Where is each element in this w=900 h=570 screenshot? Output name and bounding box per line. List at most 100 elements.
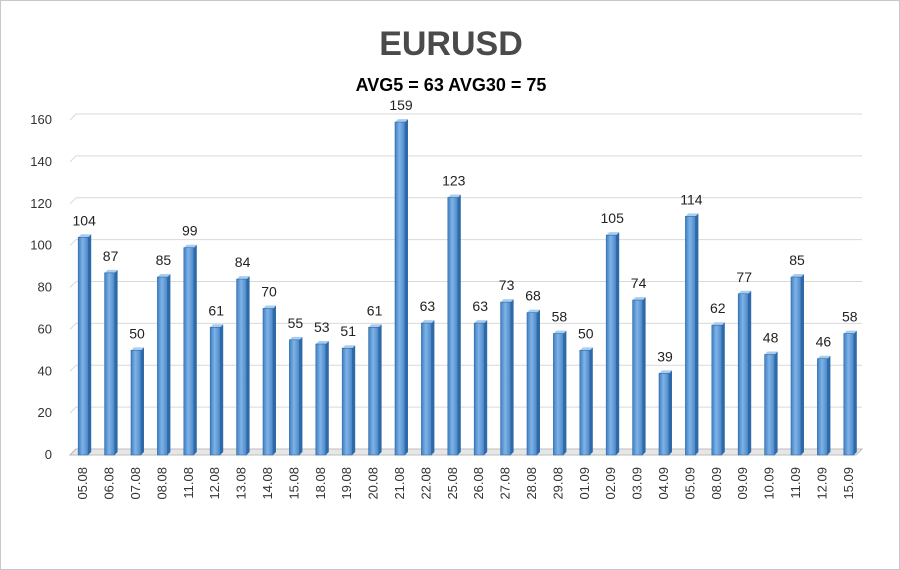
data-label: 123 — [442, 172, 466, 188]
y-tick-label: 60 — [38, 321, 52, 336]
data-label: 58 — [842, 309, 858, 325]
bars — [77, 119, 857, 456]
data-label: 63 — [472, 298, 488, 314]
x-tick-label: 05.08 — [75, 467, 90, 500]
bar — [421, 320, 435, 456]
gridline — [69, 406, 862, 414]
bar — [711, 322, 725, 456]
y-axis: 0 20 40 60 80 100 120 140 160 — [30, 112, 52, 462]
x-tick-label: 02.09 — [603, 467, 618, 500]
x-tick-label: 11.09 — [788, 467, 803, 499]
data-label: 50 — [129, 325, 145, 341]
x-tick-label: 21.08 — [392, 467, 407, 500]
bar — [236, 276, 250, 456]
data-label: 61 — [208, 302, 224, 318]
x-tick-label: 08.09 — [709, 467, 724, 500]
data-label: 73 — [499, 277, 515, 293]
y-tick-label: 120 — [30, 196, 52, 211]
data-label: 114 — [680, 191, 703, 207]
data-label: 62 — [710, 300, 726, 316]
x-tick-label: 11.08 — [181, 467, 196, 499]
x-tick-label: 12.09 — [814, 467, 829, 500]
bar — [209, 324, 224, 456]
data-label: 85 — [156, 252, 172, 268]
x-tick-label: 08.08 — [154, 467, 169, 500]
x-tick-label: 01.09 — [577, 467, 592, 500]
bar — [77, 234, 92, 456]
x-tick-label: 29.08 — [550, 467, 565, 500]
data-label: 85 — [789, 252, 805, 268]
x-tick-label: 19.08 — [339, 467, 354, 500]
bar — [737, 290, 752, 456]
bar — [447, 194, 461, 456]
x-tick-label: 03.09 — [630, 467, 645, 500]
bar — [157, 274, 171, 456]
data-label: 74 — [631, 275, 647, 291]
x-tick-label: 18.08 — [313, 467, 328, 500]
x-tick-label: 14.08 — [260, 467, 275, 500]
gridlines — [68, 113, 864, 456]
y-tick-label: 100 — [30, 238, 52, 253]
gridline — [69, 281, 862, 288]
x-tick-label: 26.08 — [471, 467, 486, 500]
gridline — [69, 113, 862, 121]
data-label: 61 — [367, 302, 383, 318]
data-label: 84 — [235, 254, 251, 270]
data-label: 99 — [182, 223, 198, 239]
x-tick-label: 20.08 — [366, 467, 381, 500]
bar — [289, 336, 303, 456]
bar — [130, 347, 144, 456]
x-tick-label: 25.08 — [445, 467, 460, 500]
y-tick-label: 140 — [30, 154, 52, 169]
gridline — [69, 364, 862, 372]
x-tick-label: 15.09 — [841, 467, 856, 500]
chart-title: EURUSD — [379, 25, 523, 63]
y-tick-label: 40 — [38, 363, 52, 378]
data-labels: 104 87 50 85 99 61 84 70 55 53 51 61 159 63 123 63 73 68 5… — [73, 97, 858, 364]
bar — [553, 330, 567, 456]
bar — [262, 305, 276, 456]
data-label: 39 — [657, 348, 673, 364]
gridline — [69, 197, 862, 205]
x-axis: 05.08 06.08 07.08 08.08 11.08 12.08 13.08 14.08… — [75, 467, 856, 500]
bar — [658, 370, 672, 456]
bar — [341, 345, 356, 456]
bar — [500, 299, 514, 456]
data-label: 55 — [288, 315, 304, 331]
bar — [104, 269, 118, 456]
bar — [685, 213, 699, 456]
x-tick-label: 22.08 — [418, 467, 433, 500]
x-tick-label: 28.08 — [524, 467, 539, 500]
gridline — [69, 239, 862, 246]
x-tick-label: 15.08 — [286, 467, 301, 500]
bar — [526, 309, 540, 456]
x-tick-label: 04.09 — [656, 467, 671, 500]
bar — [790, 274, 804, 456]
bar — [579, 347, 593, 456]
data-label: 58 — [552, 309, 568, 325]
data-label: 68 — [525, 288, 541, 304]
x-tick-label: 06.08 — [102, 467, 117, 500]
bar — [817, 355, 831, 456]
x-tick-label: 27.08 — [498, 467, 513, 500]
data-label: 51 — [340, 323, 356, 339]
data-label: 87 — [103, 248, 119, 264]
bar — [183, 244, 197, 456]
bar — [843, 330, 857, 456]
gridline — [69, 155, 862, 163]
bar — [764, 351, 778, 456]
data-label: 53 — [314, 319, 330, 335]
y-tick-label: 0 — [45, 447, 52, 462]
x-tick-label: 12.08 — [207, 467, 222, 500]
data-label: 46 — [816, 334, 832, 350]
y-tick-label: 80 — [38, 280, 52, 295]
bar — [632, 297, 646, 456]
data-label: 50 — [578, 325, 594, 341]
data-label: 70 — [261, 283, 277, 299]
data-label: 77 — [736, 269, 752, 285]
x-tick-label: 09.09 — [735, 467, 750, 500]
bar — [315, 341, 329, 456]
x-tick-label: 07.08 — [128, 467, 143, 500]
bar — [605, 232, 620, 456]
